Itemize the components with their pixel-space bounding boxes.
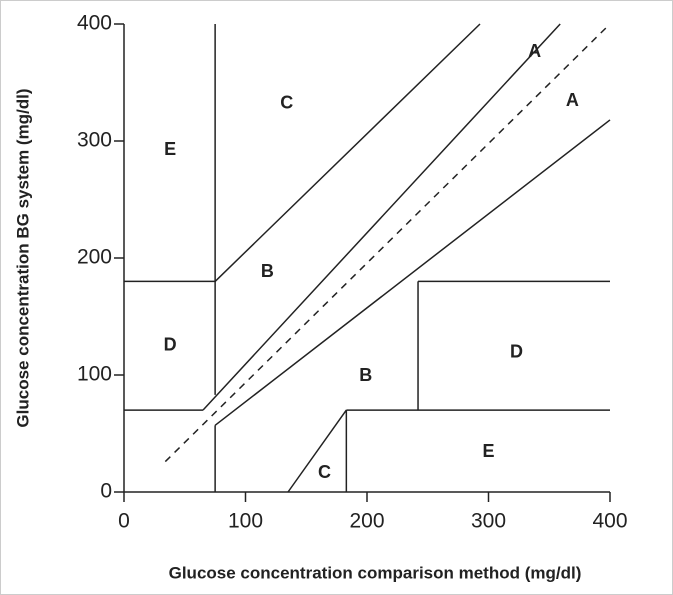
zone-label: B (261, 261, 274, 281)
x-tick-label: 0 (118, 510, 130, 533)
x-tick-label: 200 (349, 510, 384, 533)
zone-label: E (482, 441, 494, 461)
y-tick-label: 400 (77, 12, 112, 35)
zone-label: B (359, 365, 372, 385)
x-axis-title: Glucose concentration comparison method … (169, 563, 582, 582)
zone-label: C (318, 462, 331, 482)
zone-label: C (280, 92, 293, 112)
zone-label: D (164, 335, 177, 355)
y-tick-label: 200 (77, 246, 112, 269)
zone-boundary (214, 23, 481, 282)
zone-label: D (510, 342, 523, 362)
x-tick-label: 400 (592, 510, 627, 533)
zone-label: E (164, 139, 176, 159)
x-tick-label: 100 (228, 510, 263, 533)
y-tick-label: 100 (77, 363, 112, 386)
zone-label: A (528, 41, 541, 61)
x-tick-label: 300 (471, 510, 506, 533)
zone-boundary (214, 119, 611, 426)
y-tick-label: 0 (100, 480, 112, 503)
zone-label: A (566, 90, 579, 110)
zone-boundary (202, 23, 561, 411)
y-axis-title: Glucose concentration BG system (mg/dl) (13, 88, 32, 427)
zone-boundary (287, 409, 347, 493)
y-tick-label: 300 (77, 129, 112, 152)
